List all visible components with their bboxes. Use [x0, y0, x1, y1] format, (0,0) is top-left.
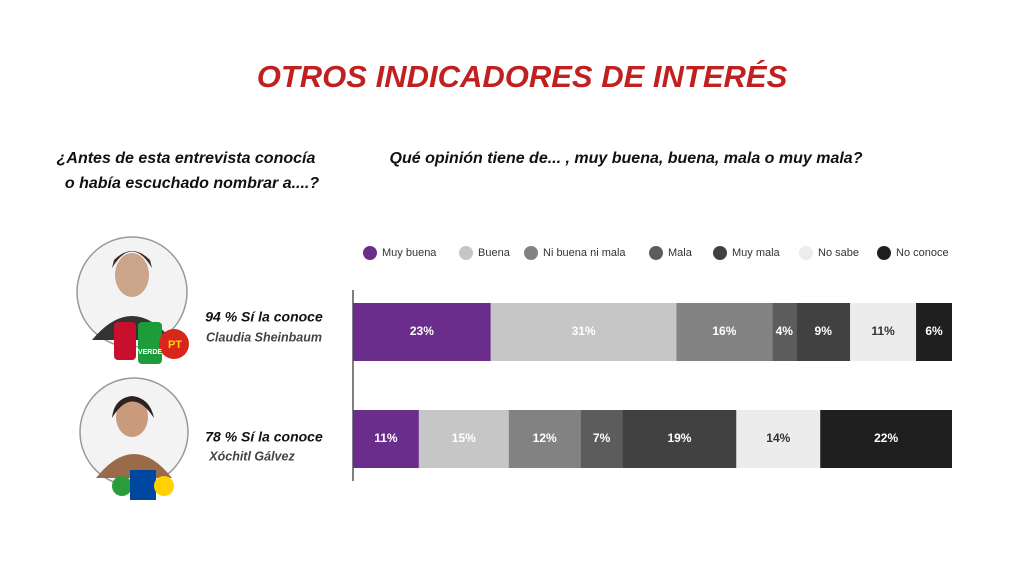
- value-label: 16%: [712, 324, 736, 338]
- logo-text: VERDE: [138, 349, 162, 356]
- legend-label: Ni buena ni mala: [543, 247, 626, 259]
- bar-segment: [418, 410, 509, 468]
- bar-segment: [353, 303, 491, 361]
- bar-segment: [490, 303, 677, 361]
- value-label: 11%: [374, 431, 398, 445]
- legend-swatch: [459, 246, 473, 260]
- value-label: 23%: [410, 324, 434, 338]
- chart-title: Qué opinión tiene de... , muy buena, bue…: [390, 150, 863, 167]
- bar-segment: [580, 410, 623, 468]
- bar-segment: [622, 410, 737, 468]
- person-name: Claudia Sheinbaum: [206, 330, 322, 344]
- legend-swatch: [649, 246, 663, 260]
- value-label: 9%: [815, 324, 833, 338]
- value-label: 6%: [925, 324, 943, 338]
- person-name: Xóchitl Gálvez: [208, 449, 295, 463]
- value-label: 31%: [572, 324, 596, 338]
- legend-label: Buena: [478, 247, 511, 259]
- bar-segment: [508, 410, 581, 468]
- page-title: OTROS INDICADORES DE INTERÉS: [257, 59, 788, 94]
- bar-segment: [736, 410, 821, 468]
- bar-segment: [676, 303, 773, 361]
- legend-label: Muy buena: [382, 247, 437, 259]
- legend-swatch: [799, 246, 813, 260]
- question-line: ¿Antes de esta entrevista conocía: [57, 150, 316, 167]
- bar-segment: [916, 303, 952, 361]
- legend-swatch: [363, 246, 377, 260]
- question-line: o había escuchado nombrar a....?: [65, 175, 320, 192]
- legend-label: No sabe: [818, 247, 859, 259]
- legend-label: No conoce: [896, 247, 949, 259]
- value-label: 19%: [667, 431, 691, 445]
- value-label: 22%: [874, 431, 898, 445]
- bar-segment: [796, 303, 851, 361]
- logo-text: PT: [168, 339, 182, 351]
- bar-segment: [353, 410, 419, 468]
- value-label: 11%: [871, 324, 895, 338]
- portrait: [79, 377, 189, 500]
- value-label: 4%: [776, 324, 794, 338]
- value-label: 7%: [593, 431, 611, 445]
- legend-label: Mala: [668, 247, 693, 259]
- awareness: 94 % Sí la conoce: [205, 309, 323, 325]
- legend-swatch: [713, 246, 727, 260]
- legend-label: Muy mala: [732, 247, 781, 259]
- value-label: 14%: [766, 431, 790, 445]
- bar-segment: [850, 303, 917, 361]
- bar-segment: [820, 410, 952, 468]
- legend-swatch: [877, 246, 891, 260]
- portrait: VERDE PT: [76, 236, 189, 364]
- awareness: 78 % Sí la conoce: [205, 429, 323, 445]
- value-label: 15%: [452, 431, 476, 445]
- bar-segment: [772, 303, 797, 361]
- legend-swatch: [524, 246, 538, 260]
- value-label: 12%: [533, 431, 557, 445]
